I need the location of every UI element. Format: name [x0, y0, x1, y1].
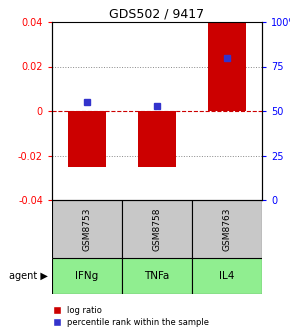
- Text: GSM8763: GSM8763: [222, 207, 231, 251]
- Bar: [122, 200, 192, 258]
- Text: GSM8758: GSM8758: [153, 207, 162, 251]
- Text: agent ▶: agent ▶: [9, 271, 48, 281]
- Bar: [192, 200, 262, 258]
- Legend: log ratio, percentile rank within the sample: log ratio, percentile rank within the sa…: [50, 303, 212, 330]
- Text: IFNg: IFNg: [75, 271, 99, 281]
- Bar: [122, 258, 192, 294]
- Bar: [208, 22, 246, 111]
- Bar: [138, 111, 176, 167]
- Bar: [192, 258, 262, 294]
- Title: GDS502 / 9417: GDS502 / 9417: [109, 8, 204, 21]
- Bar: [52, 200, 122, 258]
- Bar: [52, 258, 122, 294]
- Bar: [68, 111, 106, 167]
- Text: TNFa: TNFa: [144, 271, 170, 281]
- Text: IL4: IL4: [219, 271, 235, 281]
- Text: GSM8753: GSM8753: [82, 207, 92, 251]
